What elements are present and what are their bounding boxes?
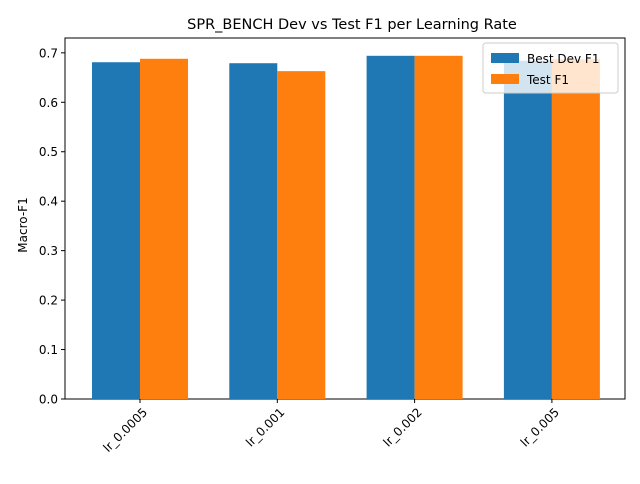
bar-lr_0.002-test-f1 (414, 55, 463, 400)
bar-lr_0.0005-test-f1 (140, 58, 188, 399)
bar-lr_0.001-best-dev-f1 (229, 63, 278, 399)
bars-group (92, 55, 600, 400)
plot-area-border (64, 37, 626, 400)
x-tick-label: lr_0.005 (518, 405, 562, 449)
x-axis-ticks: lr_0.0005 lr_0.001 lr_0.002 lr_0.005 (100, 399, 562, 455)
chart-title: SPR_BENCH Dev vs Test F1 per Learning Ra… (187, 17, 517, 33)
legend-swatch (491, 53, 519, 63)
x-tick-label: lr_0.002 (380, 405, 424, 449)
bar-lr_0.0005-best-dev-f1 (92, 62, 140, 399)
y-tick-label: 0.0 (39, 393, 58, 407)
y-tick-label: 0.6 (39, 96, 58, 110)
y-tick-label: 0.2 (39, 294, 58, 308)
y-tick-label: 0.4 (39, 195, 58, 209)
y-tick-label: 0.3 (39, 244, 58, 258)
x-tick-label: lr_0.001 (243, 405, 287, 449)
bar-lr_0.005-best-dev-f1 (503, 60, 552, 399)
legend-label: Best Dev F1 (527, 52, 599, 66)
y-tick-label: 0.1 (39, 343, 58, 357)
bar-lr_0.001-test-f1 (277, 71, 326, 399)
axes-frame (64, 37, 626, 400)
y-tick-label: 0.5 (39, 145, 58, 159)
y-axis-ticks: 0.0 0.1 0.2 0.3 0.4 0.5 0.6 0.7 (39, 46, 65, 407)
bar-lr_0.005-test-f1 (551, 59, 600, 400)
legend-label: Test F1 (526, 73, 569, 87)
legend: Best Dev F1 Test F1 (482, 42, 619, 94)
y-tick-label: 0.7 (39, 46, 58, 60)
legend-swatch (491, 74, 519, 84)
bar-lr_0.002-best-dev-f1 (366, 55, 415, 400)
y-axis-label: Macro-F1 (16, 197, 30, 252)
x-tick-label: lr_0.0005 (100, 405, 150, 455)
